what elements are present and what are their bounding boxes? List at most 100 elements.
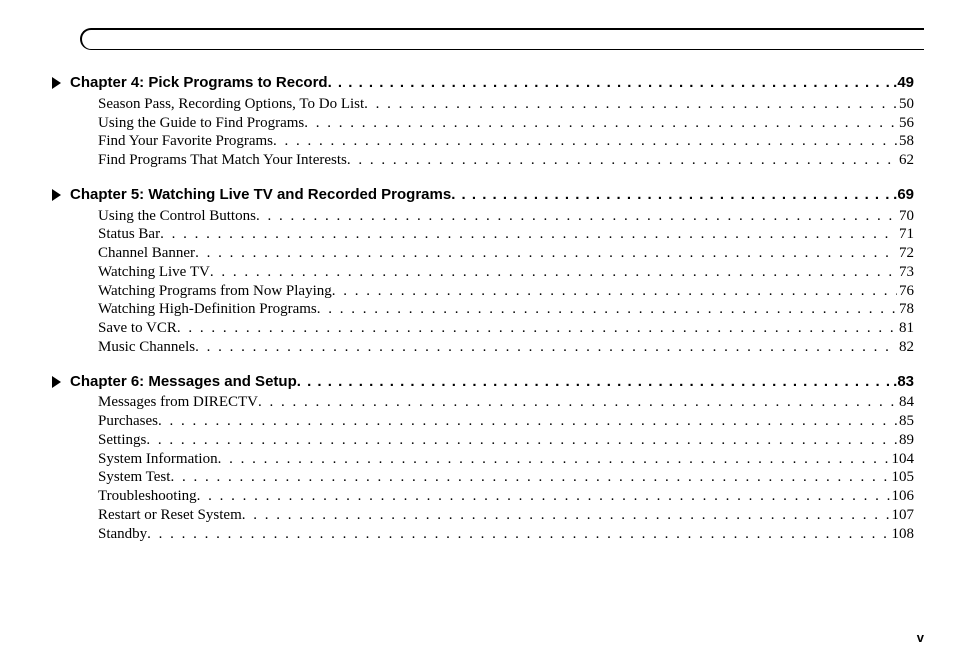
toc-item-page: 107: [890, 506, 915, 525]
toc-item-title: Music Channels: [98, 338, 195, 357]
dot-leader: . . . . . . . . . . . . . . . . . . . . …: [304, 114, 897, 133]
toc-item-page: 84: [897, 393, 914, 412]
toc-item-row[interactable]: Using the Guide to Find Programs . . . .…: [98, 114, 914, 133]
dot-leader: . . . . . . . . . . . . . . . . . . . . …: [273, 132, 897, 151]
toc-item-row[interactable]: Watching Programs from Now Playing . . .…: [98, 282, 914, 301]
toc-chapter-row[interactable]: Chapter 6: Messages and Setup . . . . . …: [70, 373, 914, 392]
toc-item-page: 76: [897, 282, 914, 301]
toc-chapter-title: Chapter 5: Watching Live TV and Recorded…: [70, 186, 451, 205]
toc-item-page: 70: [897, 207, 914, 226]
toc-item-page: 85: [897, 412, 914, 431]
toc-item-row[interactable]: Channel Banner . . . . . . . . . . . . .…: [98, 244, 914, 263]
toc-item-row[interactable]: Season Pass, Recording Options, To Do Li…: [98, 95, 914, 114]
toc-item-row[interactable]: Status Bar . . . . . . . . . . . . . . .…: [98, 225, 914, 244]
dot-leader: . . . . . . . . . . . . . . . . . . . . …: [218, 450, 890, 469]
toc-item-row[interactable]: Standby . . . . . . . . . . . . . . . . …: [98, 525, 914, 544]
toc-item-title: System Information: [98, 450, 218, 469]
toc-item-page: 108: [890, 525, 915, 544]
toc-item-title: Purchases: [98, 412, 158, 431]
toc-item-title: Status Bar: [98, 225, 160, 244]
toc-chapter: Chapter 5: Watching Live TV and Recorded…: [70, 186, 914, 357]
toc-item-title: Watching Live TV: [98, 263, 210, 282]
toc-sub-list: Using the Control Buttons . . . . . . . …: [70, 207, 914, 357]
toc-item-page: 62: [897, 151, 914, 170]
chevron-right-icon: [52, 376, 61, 388]
toc-item-title: Troubleshooting: [98, 487, 197, 506]
toc-item-row[interactable]: Find Your Favorite Programs . . . . . . …: [98, 132, 914, 151]
toc-chapter-page: 69: [891, 186, 914, 205]
toc-chapter-page: 49: [891, 74, 914, 93]
toc-item-row[interactable]: Using the Control Buttons . . . . . . . …: [98, 207, 914, 226]
toc-chapter-row[interactable]: Chapter 5: Watching Live TV and Recorded…: [70, 186, 914, 205]
toc-item-page: 89: [897, 431, 914, 450]
dot-leader: . . . . . . . . . . . . . . . . . . . . …: [317, 300, 897, 319]
toc-item-page: 104: [890, 450, 915, 469]
page-number: v: [917, 630, 924, 645]
toc-item-title: Using the Guide to Find Programs: [98, 114, 304, 133]
toc-item-page: 50: [897, 95, 914, 114]
toc-chapter: Chapter 4: Pick Programs to Record . . .…: [70, 74, 914, 170]
toc-item-row[interactable]: Watching High-Definition Programs . . . …: [98, 300, 914, 319]
toc-item-title: Settings: [98, 431, 146, 450]
toc-item-page: 56: [897, 114, 914, 133]
toc-item-row[interactable]: Messages from DIRECTV . . . . . . . . . …: [98, 393, 914, 412]
toc-item-title: Messages from DIRECTV: [98, 393, 258, 412]
dot-leader: . . . . . . . . . . . . . . . . . . . . …: [451, 186, 891, 205]
toc-item-row[interactable]: Settings . . . . . . . . . . . . . . . .…: [98, 431, 914, 450]
toc-item-row[interactable]: Restart or Reset System . . . . . . . . …: [98, 506, 914, 525]
dot-leader: . . . . . . . . . . . . . . . . . . . . …: [328, 74, 892, 93]
dot-leader: . . . . . . . . . . . . . . . . . . . . …: [195, 244, 897, 263]
dot-leader: . . . . . . . . . . . . . . . . . . . . …: [332, 282, 897, 301]
dot-leader: . . . . . . . . . . . . . . . . . . . . …: [160, 225, 897, 244]
toc-sub-list: Messages from DIRECTV . . . . . . . . . …: [70, 393, 914, 543]
toc-item-page: 82: [897, 338, 914, 357]
dot-leader: . . . . . . . . . . . . . . . . . . . . …: [170, 468, 889, 487]
toc-item-title: Watching Programs from Now Playing: [98, 282, 332, 301]
toc-item-row[interactable]: System Test . . . . . . . . . . . . . . …: [98, 468, 914, 487]
dot-leader: . . . . . . . . . . . . . . . . . . . . …: [195, 338, 897, 357]
dot-leader: . . . . . . . . . . . . . . . . . . . . …: [242, 506, 890, 525]
toc-item-page: 58: [897, 132, 914, 151]
toc-item-page: 73: [897, 263, 914, 282]
chevron-right-icon: [52, 77, 61, 89]
toc-item-row[interactable]: Music Channels . . . . . . . . . . . . .…: [98, 338, 914, 357]
toc-item-row[interactable]: System Information . . . . . . . . . . .…: [98, 450, 914, 469]
toc-chapter-title: Chapter 4: Pick Programs to Record: [70, 74, 328, 93]
toc-item-title: Find Your Favorite Programs: [98, 132, 273, 151]
toc-chapter-page: 83: [891, 373, 914, 392]
toc-item-page: 81: [897, 319, 914, 338]
toc-item-row[interactable]: Watching Live TV . . . . . . . . . . . .…: [98, 263, 914, 282]
dot-leader: . . . . . . . . . . . . . . . . . . . . …: [210, 263, 897, 282]
toc-page: Chapter 4: Pick Programs to Record . . .…: [0, 0, 954, 663]
toc-chapter: Chapter 6: Messages and Setup . . . . . …: [70, 373, 914, 544]
table-of-contents: Chapter 4: Pick Programs to Record . . .…: [70, 74, 914, 543]
toc-item-title: Using the Control Buttons: [98, 207, 256, 226]
toc-item-page: 71: [897, 225, 914, 244]
dot-leader: . . . . . . . . . . . . . . . . . . . . …: [256, 207, 897, 226]
dot-leader: . . . . . . . . . . . . . . . . . . . . …: [258, 393, 897, 412]
toc-item-page: 105: [890, 468, 915, 487]
dot-leader: . . . . . . . . . . . . . . . . . . . . …: [147, 525, 889, 544]
toc-chapter-title: Chapter 6: Messages and Setup: [70, 373, 297, 392]
toc-chapter-row[interactable]: Chapter 4: Pick Programs to Record . . .…: [70, 74, 914, 93]
toc-item-row[interactable]: Save to VCR . . . . . . . . . . . . . . …: [98, 319, 914, 338]
toc-item-page: 106: [890, 487, 915, 506]
toc-sub-list: Season Pass, Recording Options, To Do Li…: [70, 95, 914, 170]
toc-item-title: Channel Banner: [98, 244, 195, 263]
toc-item-title: Watching High-Definition Programs: [98, 300, 317, 319]
toc-item-title: Save to VCR: [98, 319, 177, 338]
toc-item-page: 72: [897, 244, 914, 263]
toc-item-title: Find Programs That Match Your Interests: [98, 151, 347, 170]
dot-leader: . . . . . . . . . . . . . . . . . . . . …: [146, 431, 897, 450]
toc-item-title: System Test: [98, 468, 170, 487]
dot-leader: . . . . . . . . . . . . . . . . . . . . …: [197, 487, 890, 506]
dot-leader: . . . . . . . . . . . . . . . . . . . . …: [177, 319, 897, 338]
dot-leader: . . . . . . . . . . . . . . . . . . . . …: [347, 151, 897, 170]
header-rule: [80, 28, 924, 50]
dot-leader: . . . . . . . . . . . . . . . . . . . . …: [158, 412, 897, 431]
toc-item-row[interactable]: Troubleshooting . . . . . . . . . . . . …: [98, 487, 914, 506]
toc-item-row[interactable]: Purchases . . . . . . . . . . . . . . . …: [98, 412, 914, 431]
toc-item-row[interactable]: Find Programs That Match Your Interests …: [98, 151, 914, 170]
dot-leader: . . . . . . . . . . . . . . . . . . . . …: [364, 95, 897, 114]
toc-item-title: Season Pass, Recording Options, To Do Li…: [98, 95, 364, 114]
